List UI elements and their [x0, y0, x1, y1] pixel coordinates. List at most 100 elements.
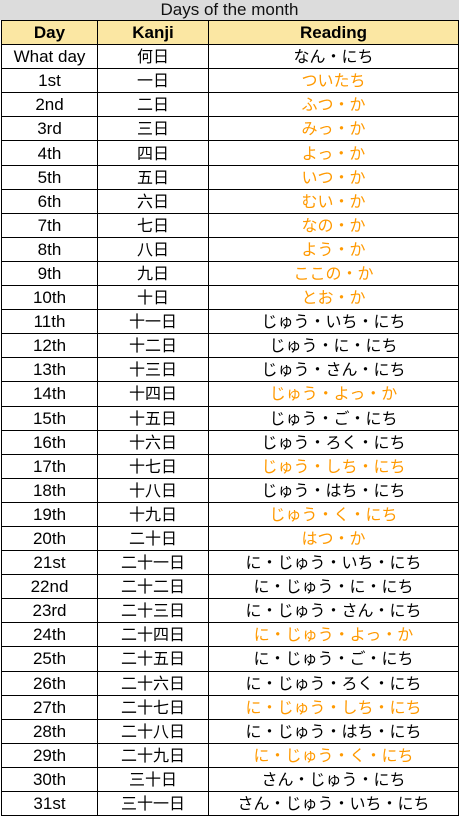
reading-cell: に・じゅう・ご・にち — [208, 646, 459, 672]
kanji-cell: 二十六日 — [97, 670, 209, 696]
reading-cell: はつ・か — [208, 525, 459, 552]
table-row: 27th 二十七日 に・じゅう・しち・にち — [1, 694, 459, 720]
table-row: 29th 二十九日 に・じゅう・く・にち — [1, 742, 459, 768]
table-row: 22nd 二十二日 に・じゅう・に・にち — [1, 574, 459, 600]
reading-cell: に・じゅう・しち・にち — [208, 694, 459, 720]
reading-cell: よう・か — [208, 236, 459, 262]
reading-cell: じゅう・さん・にち — [208, 357, 459, 383]
kanji-cell: 十四日 — [97, 381, 209, 407]
reading-cell: とお・か — [208, 285, 459, 311]
day-cell: 16th — [1, 429, 98, 455]
reading-cell: じゅう・ろく・にち — [208, 429, 459, 455]
kanji-cell: 何日 — [97, 44, 209, 70]
table-row: 13th 十三日 じゅう・さん・にち — [1, 357, 459, 383]
table-row: 30th 三十日 さん・じゅう・にち — [1, 766, 459, 793]
reading-cell: じゅう・く・にち — [208, 501, 459, 527]
table-row: What day 何日 なん・にち — [1, 44, 459, 70]
day-cell: 6th — [1, 188, 98, 214]
header-reading: Reading — [208, 19, 459, 46]
day-cell: 27th — [1, 694, 98, 720]
kanji-cell: 十五日 — [97, 405, 209, 431]
kanji-cell: 八日 — [97, 236, 209, 262]
kanji-cell: 十九日 — [97, 501, 209, 527]
table-row: 5th 五日 いつ・か — [1, 164, 459, 190]
day-cell: 8th — [1, 236, 98, 262]
table-row: 8th 八日 よう・か — [1, 236, 459, 262]
table-row: 18th 十八日 じゅう・はち・にち — [1, 477, 459, 503]
day-cell: 1st — [1, 68, 98, 94]
table-row: 11th 十一日 じゅう・いち・にち — [1, 309, 459, 335]
reading-cell: じゅう・に・にち — [208, 333, 459, 359]
kanji-cell: 一日 — [97, 68, 209, 94]
reading-cell: むい・か — [208, 188, 459, 214]
day-cell: 22nd — [1, 574, 98, 600]
day-cell: 13th — [1, 357, 98, 383]
kanji-cell: 三十日 — [97, 766, 209, 793]
day-cell: 12th — [1, 333, 98, 359]
day-cell: 5th — [1, 164, 98, 190]
reading-cell: じゅう・しち・にち — [208, 453, 459, 479]
kanji-cell: 七日 — [97, 212, 209, 238]
reading-cell: じゅう・ご・にち — [208, 405, 459, 431]
table-row: 28th 二十八日 に・じゅう・はち・にち — [1, 718, 459, 744]
kanji-cell: 五日 — [97, 164, 209, 190]
kanji-cell: 四日 — [97, 140, 209, 166]
day-cell: 24th — [1, 622, 98, 648]
day-cell: 21st — [1, 550, 98, 576]
kanji-cell: 二十日 — [97, 525, 209, 552]
table-row: 6th 六日 むい・か — [1, 188, 459, 214]
reading-cell: に・じゅう・はち・にち — [208, 718, 459, 744]
kanji-cell: 二十二日 — [97, 574, 209, 600]
reading-cell: に・じゅう・ろく・にち — [208, 670, 459, 696]
reading-cell: じゅう・よっ・か — [208, 381, 459, 407]
table-row: 21st 二十一日 に・じゅう・いち・にち — [1, 550, 459, 576]
reading-cell: なの・か — [208, 212, 459, 238]
kanji-cell: 六日 — [97, 188, 209, 214]
table-row: 31st 三十一日 さん・じゅう・いち・にち — [1, 790, 459, 817]
kanji-cell: 十八日 — [97, 477, 209, 503]
table-row: 25th 二十五日 に・じゅう・ご・にち — [1, 646, 459, 672]
day-cell: 17th — [1, 453, 98, 479]
table-row: 26th 二十六日 に・じゅう・ろく・にち — [1, 670, 459, 696]
day-cell: What day — [1, 44, 98, 70]
day-cell: 10th — [1, 285, 98, 311]
days-of-month-page: Days of the month Day Kanji Reading What… — [0, 0, 459, 817]
day-cell: 2nd — [1, 92, 98, 118]
kanji-cell: 十二日 — [97, 333, 209, 359]
kanji-cell: 二十八日 — [97, 718, 209, 744]
reading-cell: ふつ・か — [208, 92, 459, 118]
reading-cell: じゅう・はち・にち — [208, 477, 459, 503]
table-row: 23rd 二十三日 に・じゅう・さん・にち — [1, 598, 459, 624]
table-row: 15th 十五日 じゅう・ご・にち — [1, 405, 459, 431]
day-cell: 3rd — [1, 116, 98, 142]
day-cell: 11th — [1, 309, 98, 335]
day-cell: 15th — [1, 405, 98, 431]
kanji-cell: 十日 — [97, 285, 209, 311]
table-row: 20th 二十日 はつ・か — [1, 525, 459, 552]
table-row: 1st 一日 ついたち — [1, 68, 459, 94]
table-row: 17th 十七日 じゅう・しち・にち — [1, 453, 459, 479]
reading-cell: よっ・か — [208, 140, 459, 166]
reading-cell: に・じゅう・に・にち — [208, 574, 459, 600]
reading-cell: じゅう・いち・にち — [208, 309, 459, 335]
header-day: Day — [1, 19, 98, 46]
day-cell: 7th — [1, 212, 98, 238]
reading-cell: いつ・か — [208, 164, 459, 190]
day-cell: 29th — [1, 742, 98, 768]
reading-cell: ここの・か — [208, 260, 459, 287]
table-row: 10th 十日 とお・か — [1, 285, 459, 311]
reading-cell: に・じゅう・よっ・か — [208, 622, 459, 648]
reading-cell: に・じゅう・さん・にち — [208, 598, 459, 624]
kanji-cell: 二十四日 — [97, 622, 209, 648]
reading-cell: ついたち — [208, 68, 459, 94]
table-row: 24th 二十四日 に・じゅう・よっ・か — [1, 622, 459, 648]
table-row: 3rd 三日 みっ・か — [1, 116, 459, 142]
day-cell: 18th — [1, 477, 98, 503]
table-row: 19th 十九日 じゅう・く・にち — [1, 501, 459, 527]
kanji-cell: 二十九日 — [97, 742, 209, 768]
kanji-cell: 十三日 — [97, 357, 209, 383]
day-cell: 20th — [1, 525, 98, 552]
kanji-cell: 十七日 — [97, 453, 209, 479]
kanji-cell: 十六日 — [97, 429, 209, 455]
reading-cell: さん・じゅう・いち・にち — [208, 790, 459, 817]
